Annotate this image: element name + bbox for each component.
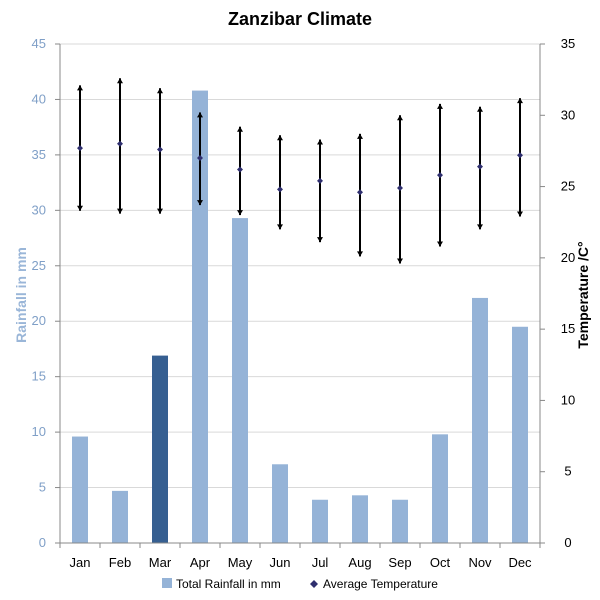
y-left-tick-label: 5 <box>39 480 46 495</box>
y-left-tick-label: 20 <box>32 313 46 328</box>
temperature-avg-marker <box>77 145 83 152</box>
x-tick-label: Apr <box>190 555 211 570</box>
temperature-min-arrow <box>357 251 363 257</box>
rainfall-bar <box>72 436 88 543</box>
x-tick-label: Dec <box>508 555 532 570</box>
y-left-tick-label: 10 <box>32 424 46 439</box>
temperature-min-arrow <box>237 210 243 216</box>
rainfall-bar <box>112 490 128 543</box>
temperature-avg-marker <box>317 177 323 184</box>
x-tick-label: May <box>228 555 253 570</box>
temperature-avg-marker <box>397 184 403 191</box>
y-axis-right-label: Temperature /C° <box>575 241 591 348</box>
y-axis-left-label: Rainfall in mm <box>13 247 29 343</box>
x-tick-label: Nov <box>468 555 492 570</box>
temperature-avg-marker <box>237 166 243 173</box>
y-left-tick-label: 30 <box>32 202 46 217</box>
temperature-avg-marker <box>197 155 203 162</box>
y-right-tick-label: 30 <box>561 107 575 122</box>
rainfall-bar <box>432 434 448 543</box>
temperature-max-arrow <box>517 98 523 104</box>
y-right-tick-label: 5 <box>564 464 571 479</box>
temperature-max-arrow <box>477 106 483 112</box>
y-left-tick-label: 45 <box>32 36 46 51</box>
temperature-min-arrow <box>477 224 483 230</box>
temperature-min-arrow <box>437 241 443 247</box>
x-tick-label: Aug <box>348 555 371 570</box>
rainfall-bar <box>472 297 488 543</box>
y-right-tick-label: 10 <box>561 392 575 407</box>
y-right-tick-label: 0 <box>564 535 571 550</box>
temperature-min-arrow <box>397 258 403 264</box>
y-right-tick-label: 15 <box>561 321 575 336</box>
x-tick-label: Jan <box>70 555 91 570</box>
temperature-avg-marker <box>437 172 443 179</box>
temperature-avg-marker <box>357 189 363 196</box>
temperature-avg-marker <box>277 186 283 193</box>
temperature-avg-marker <box>157 146 163 153</box>
chart-title: Zanzibar Climate <box>228 9 372 29</box>
legend-rainfall-label: Total Rainfall in mm <box>176 577 281 591</box>
x-tick-label: Feb <box>109 555 131 570</box>
temperature-min-arrow <box>277 224 283 230</box>
temperature-min-arrow <box>317 237 323 243</box>
temperature-min-arrow <box>77 205 83 211</box>
y-left-tick-label: 25 <box>32 258 46 273</box>
legend-temperature-label: Average Temperature <box>323 577 438 591</box>
temperature-errorbars <box>77 78 523 264</box>
x-tick-label: Mar <box>149 555 172 570</box>
y-left-tick-label: 40 <box>32 91 46 106</box>
temperature-max-arrow <box>317 139 323 145</box>
temperature-max-arrow <box>357 133 363 139</box>
temperature-avg-marker <box>477 163 483 170</box>
temperature-max-arrow <box>77 85 83 91</box>
x-tick-label: Jun <box>270 555 291 570</box>
y-left-tick-label: 15 <box>32 369 46 384</box>
x-tick-label: Oct <box>430 555 451 570</box>
y-right-tick-label: 20 <box>561 250 575 265</box>
temperature-min-arrow <box>157 208 163 214</box>
temperature-max-arrow <box>397 115 403 121</box>
temperature-max-arrow <box>237 126 243 132</box>
temperature-avg-marker <box>517 152 523 159</box>
rainfall-bars <box>72 90 528 543</box>
temperature-max-arrow <box>157 88 163 94</box>
temperature-max-arrow <box>197 112 203 118</box>
rainfall-bar <box>152 355 168 543</box>
x-tick-label: Sep <box>388 555 411 570</box>
gridlines <box>60 43 540 489</box>
axes <box>55 43 545 548</box>
x-tick-label: Jul <box>312 555 329 570</box>
legend: Total Rainfall in mm Average Temperature <box>162 577 438 591</box>
rainfall-bar <box>392 499 408 543</box>
rainfall-bar <box>272 464 288 543</box>
y-right-tick-label: 35 <box>561 36 575 51</box>
legend-rainfall-swatch <box>162 578 172 588</box>
rainfall-bar <box>232 218 248 543</box>
temperature-max-arrow <box>437 103 443 109</box>
rainfall-bar <box>512 326 528 543</box>
temperature-min-arrow <box>517 211 523 217</box>
temperature-avg-marker <box>117 140 123 147</box>
temperature-max-arrow <box>117 78 123 84</box>
tick-labels: 0 5 10 15 20 25 30 35 40 45 0 5 10 15 20 25 30 35 Jan Feb Ma… <box>32 36 576 570</box>
rainfall-bar <box>192 90 208 543</box>
rainfall-bar <box>312 499 328 543</box>
temperature-min-arrow <box>117 208 123 214</box>
y-right-tick-label: 25 <box>561 179 575 194</box>
y-left-tick-label: 35 <box>32 147 46 162</box>
temperature-max-arrow <box>277 135 283 141</box>
legend-temperature-marker <box>310 580 318 588</box>
rainfall-bar <box>352 495 368 543</box>
temperature-min-arrow <box>197 200 203 206</box>
y-left-tick-label: 0 <box>39 535 46 550</box>
